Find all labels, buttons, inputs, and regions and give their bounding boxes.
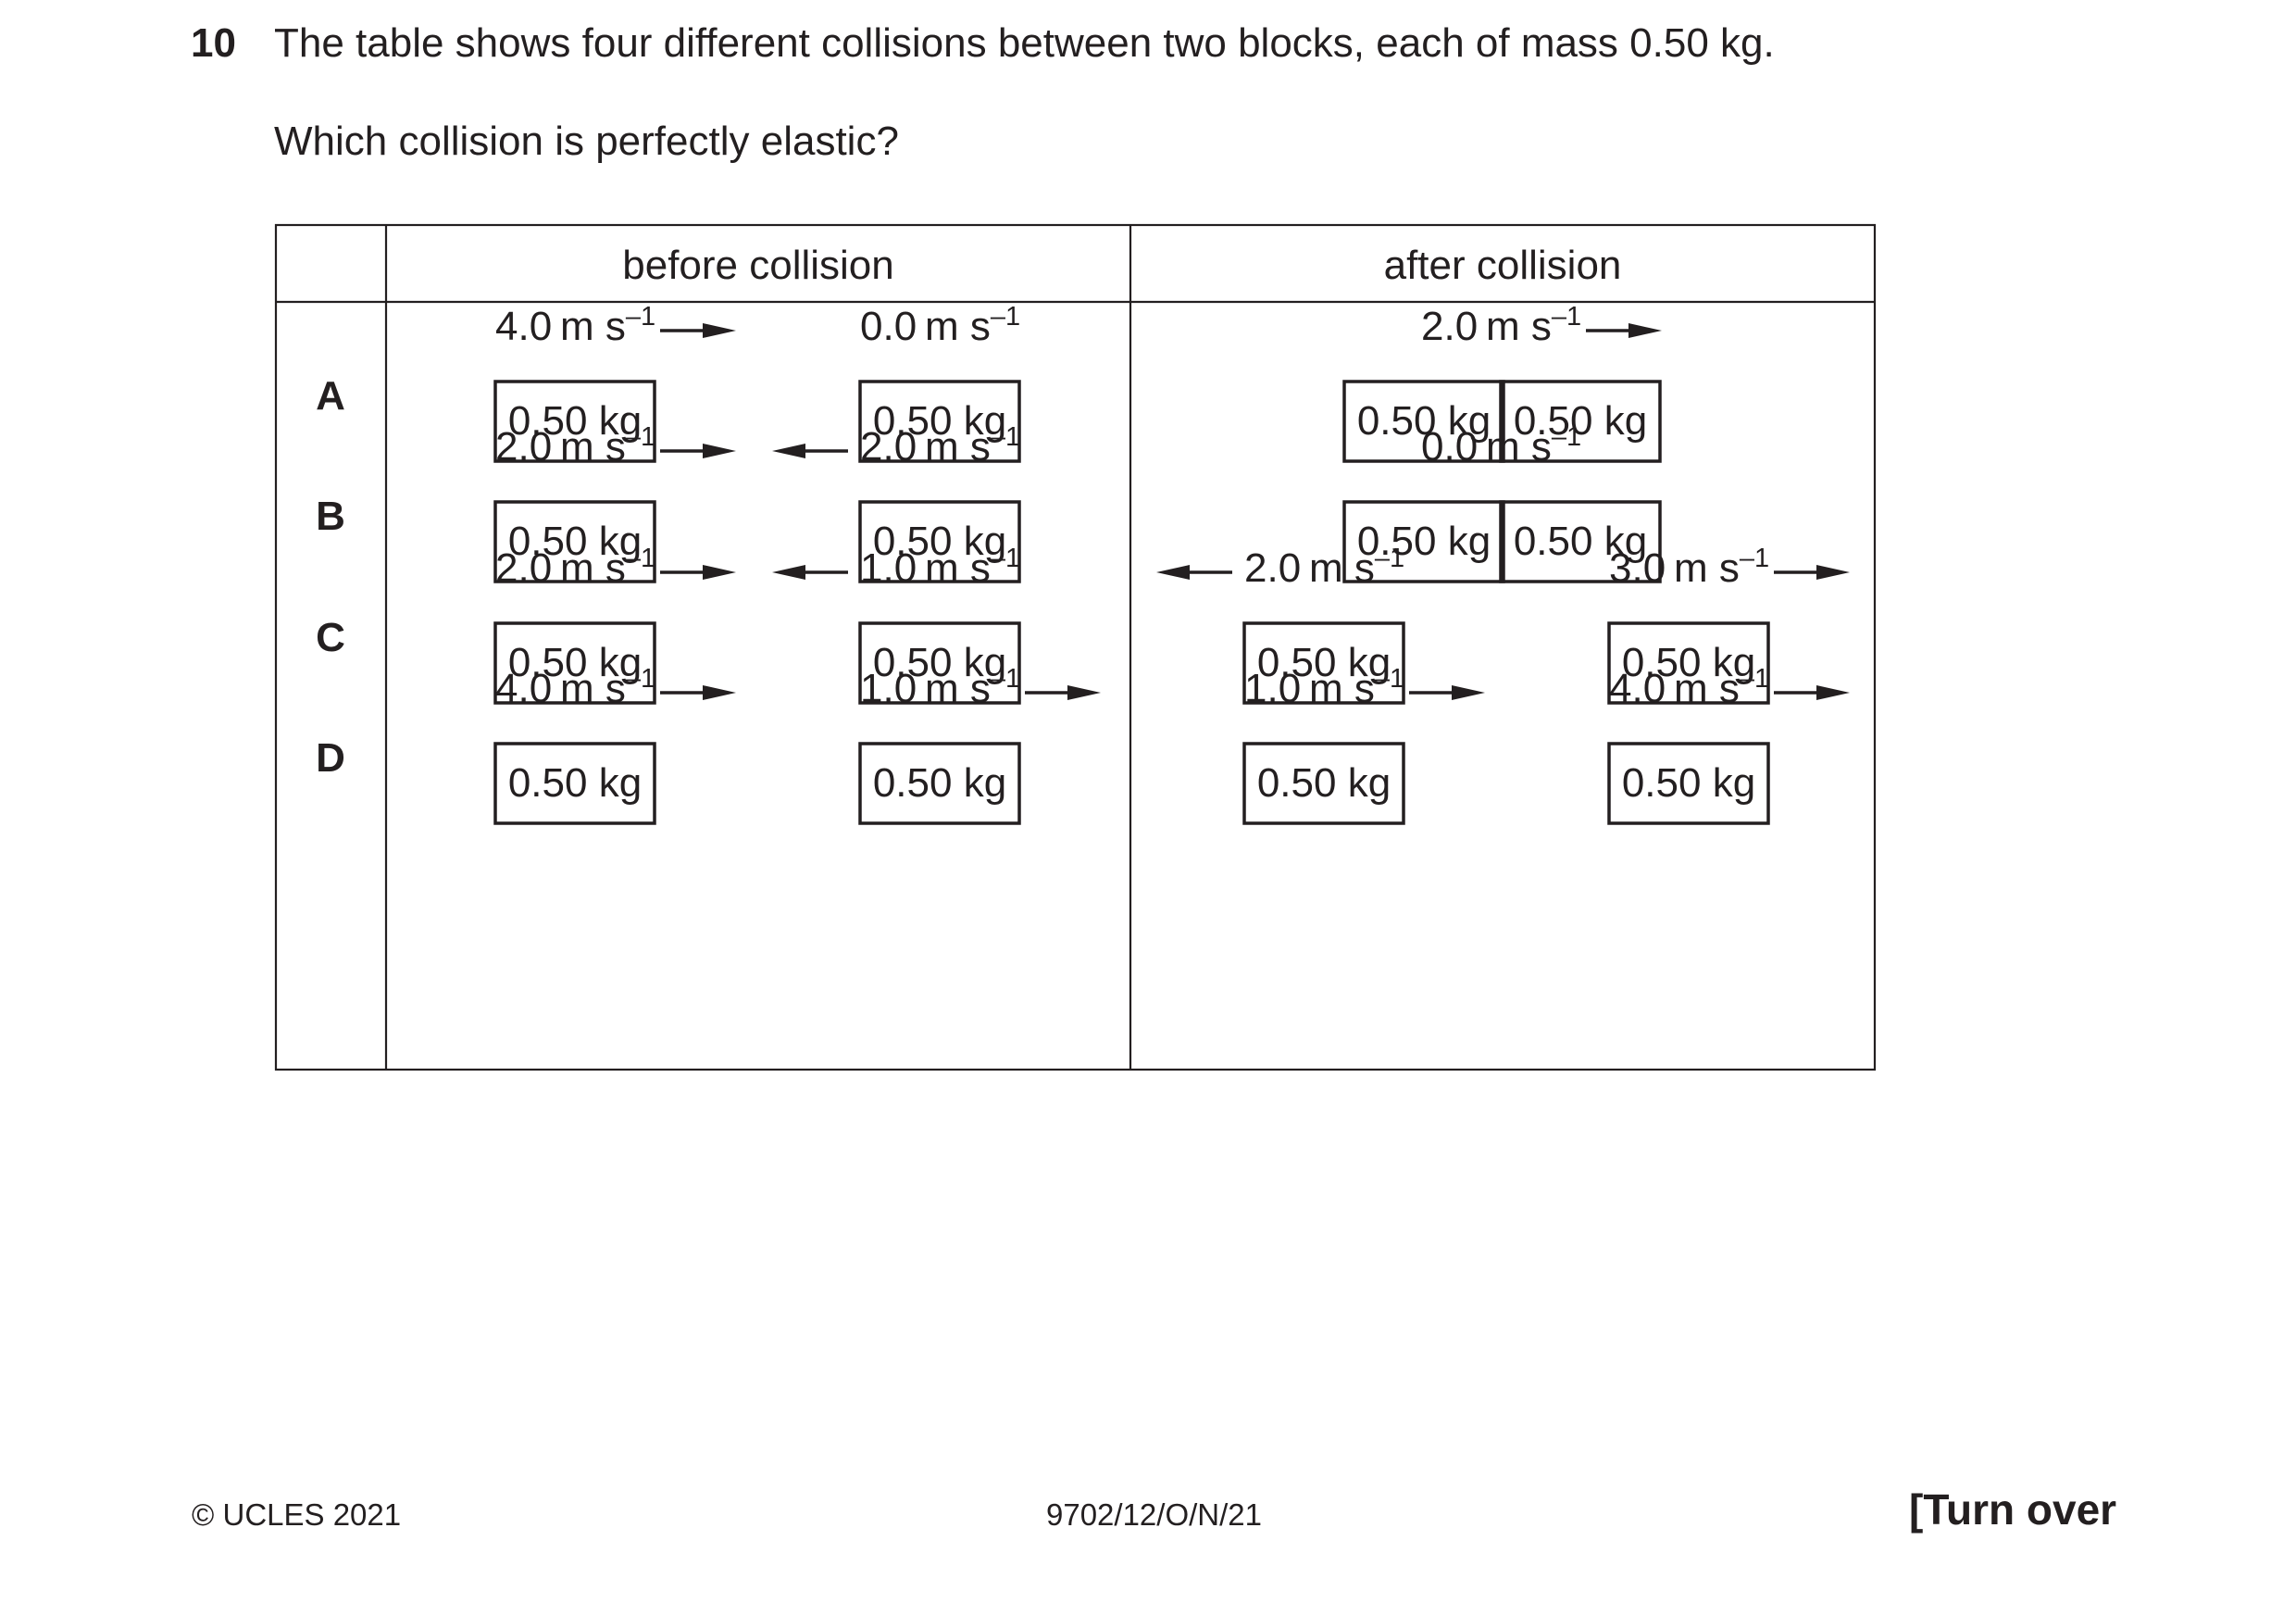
footer-copyright: © UCLES 2021 bbox=[192, 1497, 402, 1532]
arrow-right-icon bbox=[1409, 685, 1485, 700]
mass-label: 0.50 kg bbox=[873, 519, 1006, 564]
arrow-right-icon bbox=[660, 323, 736, 338]
mass-label: 0.50 kg bbox=[1357, 398, 1491, 444]
mass-label: 0.50 kg bbox=[873, 760, 1006, 806]
block-after-d-1: 0.50 kg bbox=[1242, 742, 1405, 825]
block-after-c-1: 0.50 kg bbox=[1242, 621, 1405, 705]
before-velocity-b-2: 2.0 m s–1 bbox=[860, 422, 1020, 470]
block-before-c-2: 0.50 kg bbox=[858, 621, 1021, 705]
before-velocity-a-1: 4.0 m s–1 bbox=[495, 302, 655, 349]
mass-label: 0.50 kg bbox=[873, 640, 1006, 685]
after-velocity-c-1: 2.0 m s–1 bbox=[1244, 544, 1404, 591]
mass-label: 0.50 kg bbox=[508, 398, 642, 444]
arrow-right-icon bbox=[660, 565, 736, 580]
mass-label: 0.50 kg bbox=[1622, 760, 1755, 806]
mass-label: 0.50 kg bbox=[1357, 519, 1491, 564]
table-rows: A4.0 m s–10.50 kg0.0 m s–10.50 kg2.0 m s… bbox=[316, 302, 1850, 825]
after-velocity-c-2: 3.0 m s–1 bbox=[1609, 544, 1769, 591]
arrow-right-icon bbox=[1025, 685, 1101, 700]
block-after-d-2: 0.50 kg bbox=[1607, 742, 1770, 825]
arrow-right-icon bbox=[1774, 685, 1850, 700]
mass-label: 0.50 kg bbox=[873, 398, 1006, 444]
block-after-a-1: 0.50 kg bbox=[1342, 380, 1505, 463]
arrow-left-icon bbox=[772, 565, 848, 580]
block-after-a-2: 0.50 kg bbox=[1499, 380, 1662, 463]
row-label-d: D bbox=[316, 735, 345, 781]
arrow-left-icon bbox=[1156, 565, 1232, 580]
footer-paper-code: 9702/12/O/N/21 bbox=[1046, 1497, 1262, 1532]
before-velocity-c-2: 1.0 m s–1 bbox=[860, 544, 1020, 591]
mass-label: 0.50 kg bbox=[1514, 519, 1647, 564]
block-before-c-1: 0.50 kg bbox=[493, 621, 656, 705]
block-after-b-2: 0.50 kg bbox=[1499, 500, 1662, 583]
after-velocity-d-1: 1.0 m s–1 bbox=[1244, 664, 1404, 711]
block-after-b-1: 0.50 kg bbox=[1342, 500, 1505, 583]
table-border bbox=[274, 223, 1877, 1071]
header-after-collision: after collision bbox=[1384, 243, 1622, 288]
arrow-right-icon bbox=[660, 685, 736, 700]
mass-label: 0.50 kg bbox=[1257, 760, 1391, 806]
block-before-b-1: 0.50 kg bbox=[493, 500, 656, 583]
arrow-right-icon bbox=[660, 444, 736, 458]
mass-label: 0.50 kg bbox=[1257, 640, 1391, 685]
footer-turn-over: [Turn over bbox=[1909, 1485, 2117, 1534]
before-velocity-d-1: 4.0 m s–1 bbox=[495, 664, 655, 711]
after-velocity-a: 2.0 m s–1 bbox=[1421, 302, 1581, 349]
row-label-c: C bbox=[316, 615, 345, 660]
before-velocity-c-1: 2.0 m s–1 bbox=[495, 544, 655, 591]
block-before-d-2: 0.50 kg bbox=[858, 742, 1021, 825]
header-before-collision: before collision bbox=[622, 243, 894, 288]
mass-label: 0.50 kg bbox=[508, 519, 642, 564]
before-velocity-a-2: 0.0 m s–1 bbox=[860, 302, 1020, 349]
row-label-a: A bbox=[316, 373, 345, 419]
mass-label: 0.50 kg bbox=[508, 640, 642, 685]
mass-label: 0.50 kg bbox=[1622, 640, 1755, 685]
block-before-a-2: 0.50 kg bbox=[858, 380, 1021, 463]
arrow-right-icon bbox=[1774, 565, 1850, 580]
mass-label: 0.50 kg bbox=[1514, 398, 1647, 444]
mass-label: 0.50 kg bbox=[508, 760, 642, 806]
question-number: 10 bbox=[191, 20, 236, 66]
block-before-d-1: 0.50 kg bbox=[493, 742, 656, 825]
row-label-b: B bbox=[316, 494, 345, 539]
before-velocity-b-1: 2.0 m s–1 bbox=[495, 422, 655, 470]
table-grid bbox=[274, 223, 1877, 1071]
before-velocity-d-2: 1.0 m s–1 bbox=[860, 664, 1020, 711]
after-velocity-b: 0.0 m s–1 bbox=[1421, 422, 1581, 470]
arrow-left-icon bbox=[772, 444, 848, 458]
question-stem: The table shows four different collision… bbox=[274, 20, 1775, 66]
block-before-a-1: 0.50 kg bbox=[493, 380, 656, 463]
block-before-b-2: 0.50 kg bbox=[858, 500, 1021, 583]
after-velocity-d-2: 4.0 m s–1 bbox=[1609, 664, 1769, 711]
question-prompt: Which collision is perfectly elastic? bbox=[274, 119, 899, 164]
arrow-right-icon bbox=[1586, 323, 1662, 338]
block-after-c-2: 0.50 kg bbox=[1607, 621, 1770, 705]
